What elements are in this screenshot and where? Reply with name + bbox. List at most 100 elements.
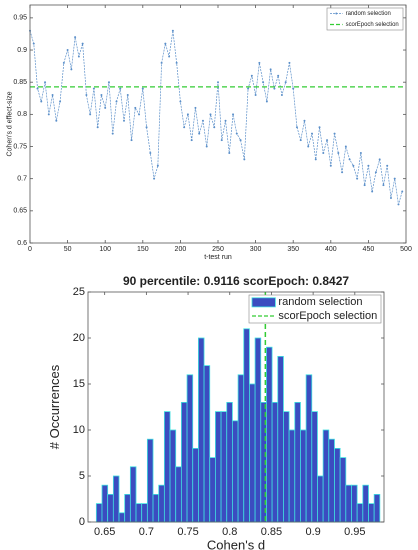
data-point <box>168 55 171 58</box>
bar <box>277 355 284 523</box>
bar <box>180 401 188 523</box>
y-tick-label: 0.8 <box>17 111 27 118</box>
bar <box>129 466 137 523</box>
data-point <box>341 171 344 174</box>
legend-label: scorEpoch selection <box>278 310 377 322</box>
y-tick-label: 0 <box>79 516 85 528</box>
x-tick-label: 500 <box>400 246 412 253</box>
data-point <box>47 113 50 116</box>
y-axis-label: Cohen's d effect-size <box>7 91 14 156</box>
legend-box <box>326 7 404 31</box>
bar <box>283 411 290 523</box>
data-point <box>292 87 295 90</box>
data-point <box>397 203 400 206</box>
data-point <box>92 87 95 90</box>
bar <box>373 493 381 523</box>
bar <box>334 447 341 523</box>
data-point <box>303 119 306 122</box>
bar <box>203 365 211 523</box>
data-point <box>389 196 392 199</box>
bar <box>220 411 228 523</box>
data-point <box>337 151 340 154</box>
data-point <box>138 113 141 116</box>
data-point <box>40 100 43 103</box>
data-point <box>217 81 219 84</box>
data-point <box>220 139 223 142</box>
data-point <box>70 68 73 71</box>
bar <box>101 484 109 523</box>
x-axis-label: t-test run <box>204 254 232 261</box>
axes-frame <box>29 4 407 244</box>
data-point <box>77 55 80 58</box>
data-point <box>269 68 272 71</box>
x-tick-label: 50 <box>64 246 72 253</box>
data-point <box>190 139 193 142</box>
data-point <box>254 94 257 97</box>
bar <box>339 457 347 523</box>
data-point <box>344 145 347 148</box>
data-point <box>183 126 186 129</box>
bar <box>186 374 194 523</box>
data-point <box>367 164 370 167</box>
data-point <box>258 61 261 64</box>
legend-swatch <box>251 297 276 308</box>
bar <box>192 447 199 523</box>
x-tick-label: 0.9 <box>305 526 320 538</box>
plot-area <box>30 5 406 243</box>
data-point <box>66 49 69 52</box>
x-tick-label: 450 <box>363 246 375 253</box>
data-point <box>363 184 366 187</box>
bar <box>300 429 307 523</box>
data-point <box>247 87 250 90</box>
x-tick-label: 150 <box>137 246 149 253</box>
y-tick-label: 15 <box>73 378 85 390</box>
data-point <box>273 87 276 90</box>
bar <box>351 484 358 523</box>
data-point <box>62 61 65 64</box>
data-point <box>295 126 298 129</box>
data-point <box>115 100 118 103</box>
data-point <box>171 29 174 32</box>
data-point <box>228 151 231 154</box>
data-point <box>352 164 355 167</box>
data-point <box>382 184 385 187</box>
legend-label: random selection <box>346 11 391 17</box>
data-point <box>243 158 246 161</box>
y-tick-label: 0.7 <box>17 176 27 183</box>
bar <box>169 429 177 523</box>
data-point <box>119 87 122 90</box>
data-point <box>104 106 107 109</box>
data-point <box>314 158 317 161</box>
bar <box>271 401 279 523</box>
bar <box>118 512 126 523</box>
bar <box>356 503 364 523</box>
bar <box>158 484 165 523</box>
data-point <box>277 74 280 77</box>
legend-label: scorEpoch selection <box>346 22 399 28</box>
data-point <box>359 151 362 154</box>
bar <box>197 337 205 523</box>
data-point <box>239 139 242 142</box>
x-tick-label: 250 <box>212 246 224 253</box>
data-point <box>288 61 291 64</box>
data-point <box>250 74 253 77</box>
bar <box>112 475 120 523</box>
x-tick-label: 300 <box>250 246 262 253</box>
data-point <box>59 100 62 103</box>
data-point <box>55 119 58 122</box>
data-point <box>111 132 114 135</box>
x-tick-label: 0.7 <box>139 526 154 538</box>
bar <box>124 493 131 523</box>
data-point <box>96 126 99 129</box>
x-tick-label: 0.85 <box>261 526 282 538</box>
data-point <box>156 164 159 167</box>
data-point <box>81 42 84 45</box>
data-point <box>205 145 208 148</box>
data-point <box>224 119 227 122</box>
data-point <box>74 36 77 39</box>
bar <box>328 438 335 523</box>
data-point <box>44 81 47 84</box>
data-point <box>149 151 152 154</box>
data-point <box>322 151 325 154</box>
bar <box>317 475 324 523</box>
